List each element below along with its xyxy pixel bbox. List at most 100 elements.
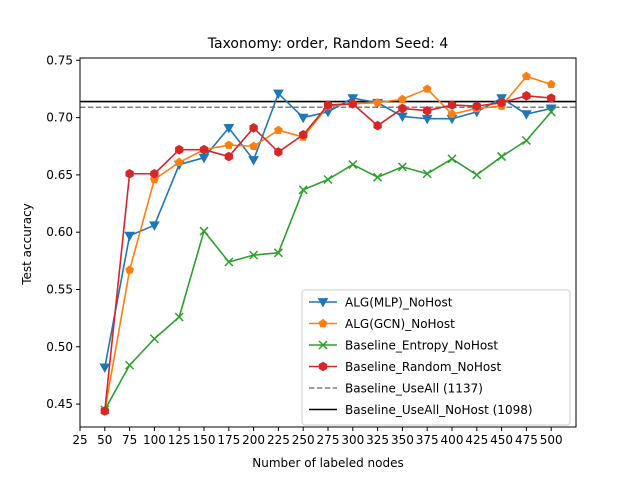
series-3-point xyxy=(373,172,383,182)
series-4-point xyxy=(423,105,432,116)
legend-label: Baseline_UseAll (1137) xyxy=(345,382,483,396)
x-tick-label: 350 xyxy=(391,433,414,447)
legend-marker xyxy=(318,340,328,350)
series-4-point xyxy=(150,168,159,179)
series-3-point xyxy=(422,169,432,179)
series-2-point xyxy=(174,157,184,167)
legend-label: Baseline_UseAll_NoHost (1098) xyxy=(345,403,533,417)
x-tick-label: 475 xyxy=(515,433,538,447)
series-4-point xyxy=(249,123,258,133)
y-tick-label: 0.65 xyxy=(46,168,73,182)
x-tick-label: 50 xyxy=(97,433,112,447)
x-tick-label: 450 xyxy=(490,433,513,447)
series-1-point xyxy=(273,89,284,100)
x-tick-label: 400 xyxy=(441,433,464,447)
series-1-point xyxy=(99,363,111,373)
legend-marker xyxy=(318,361,328,372)
y-tick-label: 0.50 xyxy=(46,340,73,354)
legend-label: ALG(MLP)_NoHost xyxy=(345,296,453,310)
legend-marker xyxy=(318,318,328,328)
y-axis: 0.45 0.50 0.55 0.60 0.65 0.70 0.75 xyxy=(46,53,80,411)
x-tick-label: 200 xyxy=(242,433,265,447)
series-2-point xyxy=(546,79,556,89)
x-tick-label: 375 xyxy=(416,433,439,447)
series-3-point xyxy=(447,154,457,164)
series-3-point xyxy=(298,185,308,195)
x-tick-label: 100 xyxy=(143,433,166,447)
series-2-point xyxy=(522,71,531,81)
series-1-point xyxy=(223,124,235,134)
series-4-point xyxy=(447,100,457,110)
series-3-point xyxy=(249,250,259,260)
series-4-point xyxy=(100,406,109,416)
series-1-point xyxy=(149,221,160,231)
series-4-point xyxy=(224,151,233,162)
series-3-point xyxy=(472,170,482,180)
series-1-point xyxy=(521,110,532,120)
series-2-point xyxy=(422,84,432,93)
series-4-point xyxy=(497,97,506,108)
x-tick-label: 125 xyxy=(168,433,191,447)
x-tick-label: 500 xyxy=(540,433,563,447)
x-tick-label: 75 xyxy=(122,433,137,447)
series-3-point xyxy=(199,226,209,236)
series-2-point xyxy=(249,141,258,150)
series-4-point xyxy=(199,144,209,155)
legend-label: ALG(GCN)_NoHost xyxy=(345,317,455,331)
chart-title: Taxonomy: order, Random Seed: 4 xyxy=(207,36,449,52)
legend-box xyxy=(301,289,571,426)
series-4-point xyxy=(125,168,134,179)
series-3-point xyxy=(125,360,135,370)
y-tick-label: 0.75 xyxy=(46,53,73,67)
series-3-point xyxy=(149,334,159,344)
series-1-point xyxy=(297,113,309,124)
series-4-point xyxy=(373,120,382,131)
series-4-point xyxy=(472,101,481,111)
y-axis-label: Test accuracy xyxy=(20,203,34,286)
series-3-point xyxy=(174,312,184,322)
legend: ALG(MLP)_NoHost ALG(GCN)_NoHost Baseline_E… xyxy=(301,289,571,426)
x-tick-label: 250 xyxy=(292,433,315,447)
series-4-point xyxy=(348,99,357,109)
y-tick-label: 0.45 xyxy=(46,397,73,411)
series-3-point xyxy=(497,152,507,162)
series-4-point xyxy=(398,103,407,114)
series-1-point xyxy=(248,156,259,166)
series-2-point xyxy=(274,125,283,134)
x-tick-label: 150 xyxy=(193,433,216,447)
x-axis: 25 50 75 100 125 150 175 200 225 250 275 300 325 350 3… xyxy=(72,427,563,447)
x-tick-label: 275 xyxy=(317,433,340,447)
series-3-point xyxy=(521,135,531,146)
x-tick-label: 225 xyxy=(267,433,290,447)
series-3-point xyxy=(397,162,407,172)
series-3-point xyxy=(224,257,234,267)
legend-label: Baseline_Entropy_NoHost xyxy=(345,339,498,353)
x-axis-label: Number of labeled nodes xyxy=(252,456,403,470)
y-tick-label: 0.70 xyxy=(46,111,73,125)
series-2-point xyxy=(224,140,234,149)
series-2-point xyxy=(125,265,134,274)
series-1-point xyxy=(347,94,359,104)
legend-label: Baseline_Random_NoHost xyxy=(345,360,501,374)
y-tick-label: 0.60 xyxy=(46,225,73,239)
series-3-point xyxy=(348,160,358,170)
series-4-point xyxy=(323,100,333,110)
x-tick-label: 325 xyxy=(366,433,389,447)
series-3-point xyxy=(323,174,333,185)
series-2-point xyxy=(398,94,407,103)
series-1-point xyxy=(124,231,135,242)
x-tick-label: 25 xyxy=(72,433,87,447)
x-tick-label: 175 xyxy=(217,433,240,447)
series-4-point xyxy=(175,144,184,155)
series-3-point xyxy=(546,107,556,117)
x-tick-label: 300 xyxy=(341,433,364,447)
series-4-point xyxy=(299,130,308,140)
series-4-point xyxy=(274,147,283,157)
x-tick-label: 425 xyxy=(465,433,488,447)
series-3-point xyxy=(273,248,283,258)
y-tick-label: 0.55 xyxy=(46,282,73,296)
legend-marker xyxy=(317,298,329,308)
series-4-point xyxy=(522,91,531,101)
series-4-point xyxy=(547,93,556,103)
